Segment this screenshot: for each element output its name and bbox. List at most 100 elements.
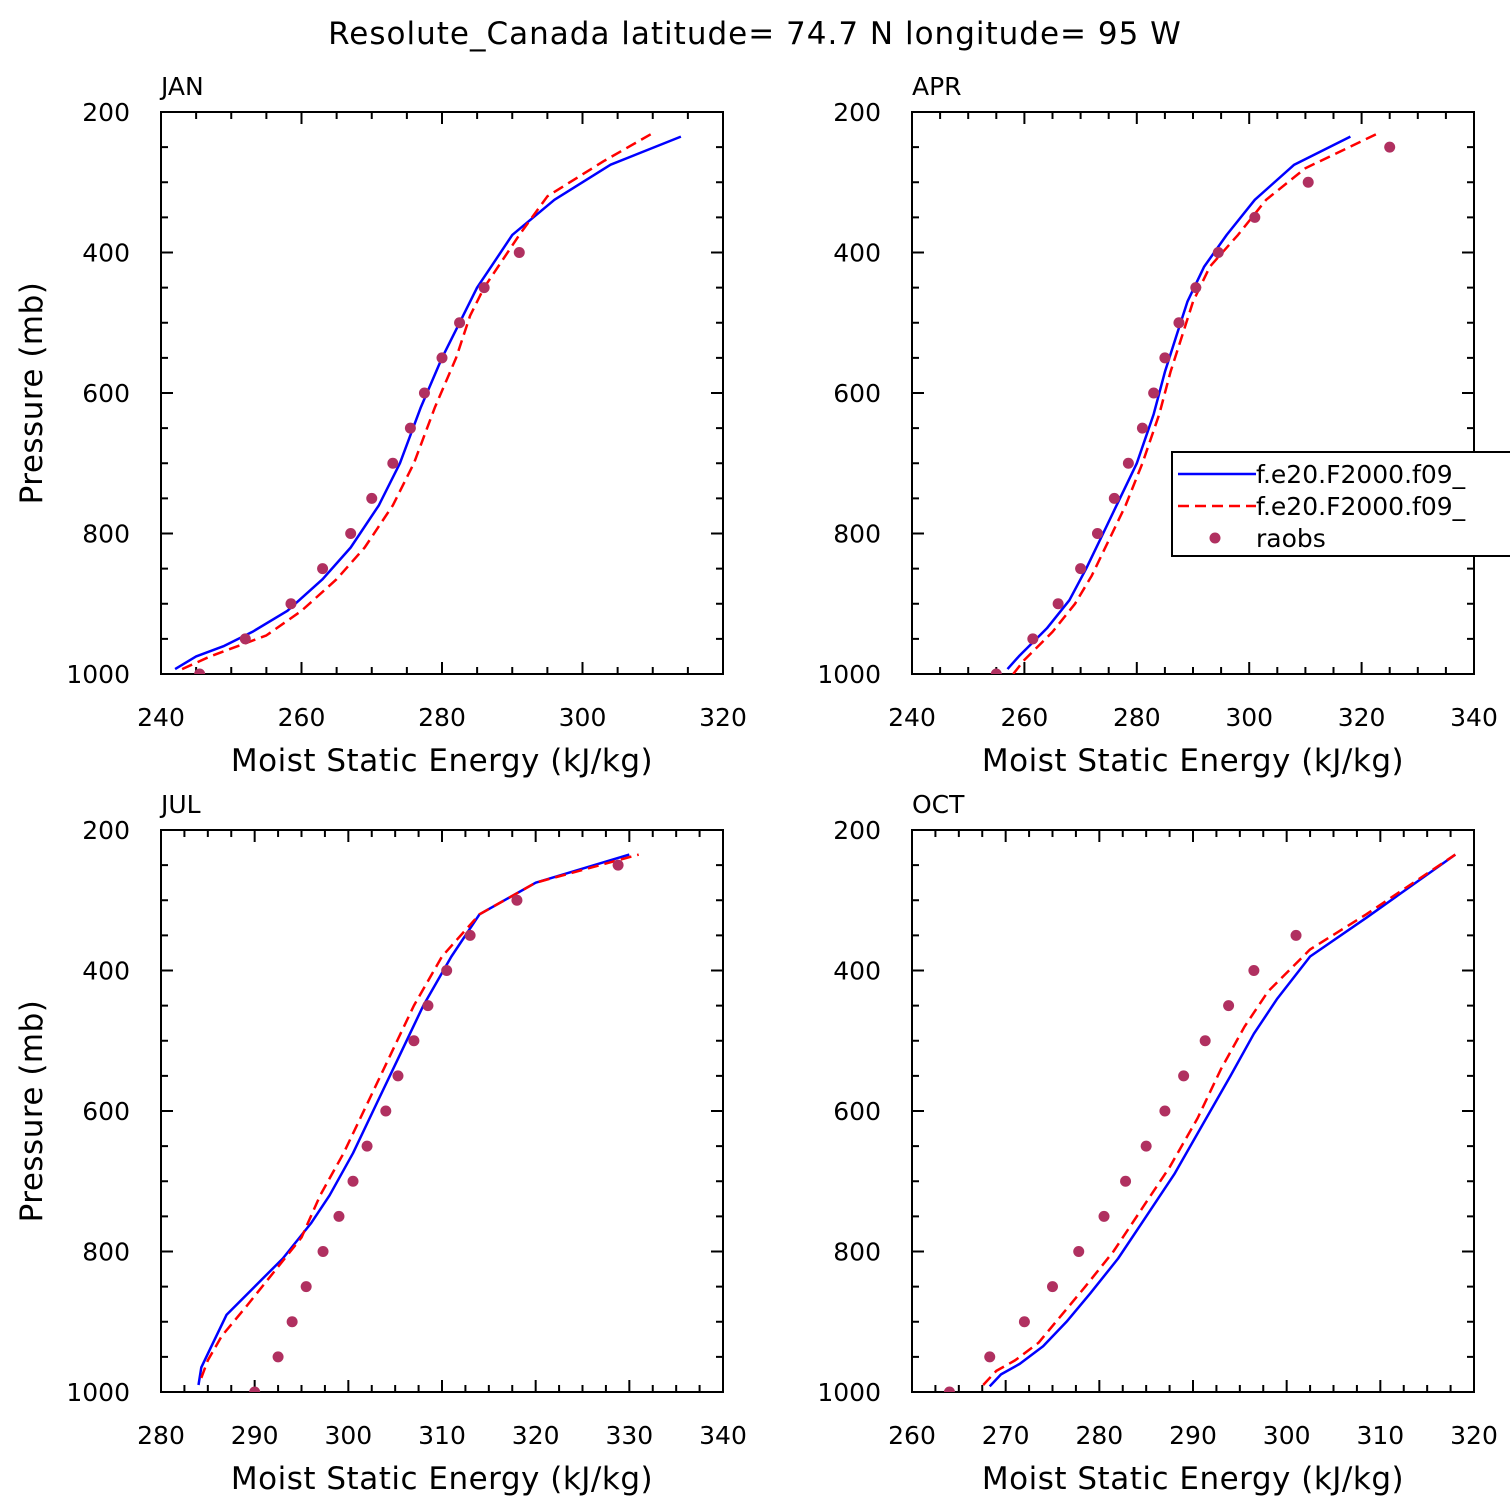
- raobs-point: [361, 1140, 373, 1152]
- raobs-point: [380, 1105, 392, 1117]
- y-tick-label: 600: [82, 379, 130, 408]
- series-group-oct: [943, 853, 1457, 1392]
- x-tick-label: 280: [137, 1421, 185, 1450]
- raobs-point: [478, 282, 490, 294]
- raobs-point: [1159, 1105, 1171, 1117]
- x-tick-label: 310: [418, 1421, 466, 1450]
- raobs-point: [418, 387, 430, 399]
- raobs-point: [464, 929, 476, 941]
- model-solid-line-apr: [1006, 135, 1351, 670]
- model-dashed-line-apr: [1012, 131, 1380, 674]
- x-tick-label: 300: [1263, 1421, 1311, 1450]
- y-tick-label: 1000: [817, 1378, 881, 1407]
- model-solid-line-jul: [197, 853, 630, 1386]
- raobs-point: [1098, 1210, 1110, 1222]
- raobs-point: [1302, 176, 1314, 188]
- raobs-point: [300, 1281, 312, 1293]
- legend-label: raobs: [1256, 524, 1326, 553]
- y-tick-label: 800: [833, 1238, 881, 1267]
- legend: f.e20.F2000.f09_ f.e20.F2000.f09_raobs: [1171, 451, 1510, 557]
- raobs-point: [454, 317, 466, 329]
- raobs-point: [511, 894, 523, 906]
- y-tick-label: 400: [82, 957, 130, 986]
- raobs-point: [1148, 387, 1160, 399]
- panel-apr: APR 240 260 280 300 320 340 200 400 600 800 1000 Moi…: [817, 72, 1497, 779]
- x-tick-label: 280: [1075, 1421, 1123, 1450]
- x-tick-label: 300: [559, 703, 607, 732]
- raobs-point: [984, 1351, 996, 1363]
- raobs-point: [1249, 211, 1261, 223]
- x-tick-label: 320: [1338, 703, 1386, 732]
- panel-title-jan: JAN: [159, 72, 204, 101]
- x-tick-label: 270: [982, 1421, 1030, 1450]
- y-tick-label: 400: [833, 239, 881, 268]
- raobs-point: [239, 633, 251, 645]
- y-tick-label: 800: [833, 520, 881, 549]
- panel-oct: OCT 260 270 280 290 300 310 320 200 400 600 800 1000…: [817, 790, 1497, 1497]
- y-axis-label-jul: Pressure (mb): [14, 1000, 50, 1223]
- panel-title-jul: JUL: [159, 790, 201, 819]
- raobs-point: [1047, 1281, 1058, 1293]
- raobs-point: [345, 528, 357, 539]
- raobs-point: [317, 1246, 329, 1257]
- raobs-point: [333, 1210, 345, 1222]
- raobs-point: [1384, 141, 1396, 153]
- x-tick-label: 310: [1356, 1421, 1404, 1450]
- raobs-point: [1027, 633, 1039, 645]
- model-solid-line-oct: [988, 853, 1457, 1388]
- x-tick-label: 330: [605, 1421, 653, 1450]
- legend-label: f.e20.F2000.f09_: [1256, 492, 1466, 521]
- raobs-point: [1199, 1035, 1211, 1047]
- raobs-point: [1122, 457, 1134, 469]
- raobs-point: [285, 598, 297, 610]
- y-tick-label: 200: [833, 98, 881, 127]
- legend-label: f.e20.F2000.f09_: [1256, 460, 1466, 489]
- y-tick-label: 1000: [817, 660, 881, 689]
- x-tick-label: 280: [1113, 703, 1161, 732]
- x-tick-label: 240: [888, 703, 936, 732]
- y-tick-label: 1000: [66, 660, 130, 689]
- x-tick-label: 300: [1225, 703, 1273, 732]
- model-dashed-line-jan: [181, 132, 654, 671]
- y-tick-label: 600: [833, 1097, 881, 1126]
- raobs-point: [1018, 1316, 1030, 1328]
- series-group-apr: [990, 131, 1396, 674]
- raobs-point: [1190, 282, 1202, 294]
- x-tick-label: 340: [1450, 703, 1498, 732]
- raobs-point: [1120, 1175, 1132, 1187]
- raobs-point: [317, 563, 329, 575]
- raobs-point: [612, 859, 624, 871]
- x-tick-label: 260: [888, 1421, 936, 1450]
- raobs-point: [366, 492, 378, 504]
- raobs-point: [404, 422, 416, 434]
- legend-box: [1171, 451, 1510, 557]
- x-axis-label-apr: Moist Static Energy (kJ/kg): [982, 743, 1404, 779]
- raobs-point: [408, 1035, 420, 1047]
- x-axis-label-jan: Moist Static Energy (kJ/kg): [231, 743, 653, 779]
- x-tick-label: 290: [231, 1421, 279, 1450]
- raobs-point: [990, 668, 1002, 674]
- plot-frame-jul: [160, 829, 724, 1393]
- panel-title-oct: OCT: [912, 790, 965, 819]
- plot-frame-oct: [911, 829, 1475, 1393]
- model-solid-line-jan: [174, 135, 682, 671]
- y-tick-label: 400: [82, 239, 130, 268]
- raobs-point: [387, 457, 399, 469]
- raobs-point: [286, 1316, 298, 1328]
- raobs-point: [436, 352, 448, 364]
- y-tick-label: 800: [82, 1238, 130, 1267]
- raobs-point: [1159, 352, 1171, 364]
- y-tick-label: 600: [82, 1097, 130, 1126]
- raobs-point: [347, 1175, 359, 1187]
- raobs-point: [1052, 598, 1064, 610]
- panel-title-apr: APR: [912, 72, 962, 101]
- raobs-point: [1091, 528, 1103, 539]
- y-tick-label: 600: [833, 379, 881, 408]
- raobs-point: [392, 1070, 404, 1082]
- raobs-point: [272, 1351, 284, 1363]
- x-axis-label-oct: Moist Static Energy (kJ/kg): [982, 1461, 1404, 1497]
- model-dashed-line-oct: [982, 853, 1456, 1386]
- model-dashed-line-jul: [200, 853, 640, 1379]
- figure-title: Resolute_Canada latitude= 74.7 N longitu…: [328, 16, 1182, 52]
